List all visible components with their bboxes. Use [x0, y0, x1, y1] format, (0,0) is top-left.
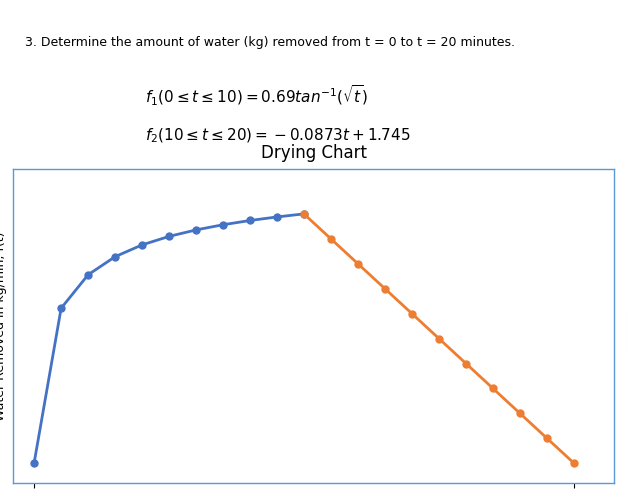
- Y-axis label: Water Removed in kg/min, f(t): Water Removed in kg/min, f(t): [0, 231, 7, 421]
- Line: f1: f1: [31, 211, 307, 466]
- f2: [300, 211, 308, 217]
- Line: f2: f2: [300, 211, 577, 467]
- f2: [327, 236, 335, 242]
- f2: [462, 360, 470, 366]
- f2: [516, 410, 524, 416]
- f2: [543, 435, 551, 441]
- f2: [489, 386, 497, 391]
- f1: [139, 242, 146, 248]
- Text: 3. Determine the amount of water (kg) removed from t = 0 to t = 20 minutes.: 3. Determine the amount of water (kg) re…: [24, 36, 515, 49]
- f2: [381, 286, 389, 292]
- f1: [219, 222, 227, 228]
- f1: [300, 211, 308, 217]
- f1: [273, 214, 281, 220]
- Text: $f_1(0 \leq t \leq 10) = 0.69tan^{-1}(\sqrt{t})$: $f_1(0 \leq t \leq 10) = 0.69tan^{-1}(\s…: [145, 83, 368, 107]
- f1: [192, 227, 200, 233]
- f1: [57, 305, 65, 311]
- Text: $f_2(10 \leq t \leq 20) = -0.0873t + 1.745$: $f_2(10 \leq t \leq 20) = -0.0873t + 1.7…: [145, 126, 410, 144]
- f2: [354, 261, 362, 267]
- f2: [408, 311, 416, 317]
- f1: [112, 254, 119, 260]
- f2: [435, 336, 443, 342]
- f1: [166, 233, 173, 239]
- f2: [570, 460, 577, 466]
- f1: [30, 460, 38, 466]
- f1: [246, 217, 254, 223]
- f1: [85, 272, 92, 278]
- Title: Drying Chart: Drying Chart: [260, 144, 367, 162]
